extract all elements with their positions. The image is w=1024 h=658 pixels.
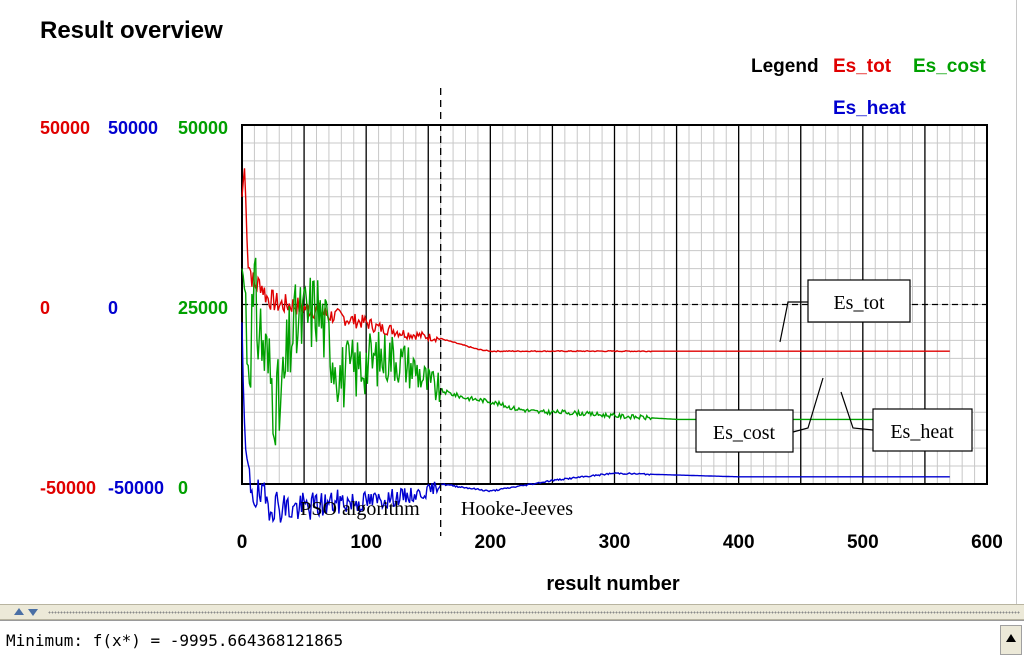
callout-label-es-cost: Es_cost <box>713 422 776 444</box>
callout-label-es-heat: Es_heat <box>890 421 954 443</box>
splitter-up-arrow-icon[interactable] <box>14 608 24 615</box>
callout-box-es-heat <box>872 408 973 452</box>
y-tick-label-heat-bottom: -50000 <box>108 478 164 498</box>
y-tick-label-cost-top: 50000 <box>178 118 228 138</box>
chart-svg: Result overview Legend Es_tot Es_cost Es… <box>40 17 1003 595</box>
y-tick-label-cost-mid: 25000 <box>178 298 228 318</box>
y-tick-label-heat-top: 50000 <box>108 118 158 138</box>
phase-label-hooke-jeeves: Hooke-Jeeves <box>461 498 573 520</box>
x-tick-label: 400 <box>723 532 755 553</box>
x-tick-label: 300 <box>599 532 631 553</box>
y-tick-label-tot-bottom: -50000 <box>40 478 96 498</box>
x-tick-label: 500 <box>847 532 879 553</box>
series-callouts: Es_tot Es_cost Es_heat <box>695 279 973 453</box>
callout-label-es-tot: Es_tot <box>833 292 885 314</box>
y-tick-label-heat-mid: 0 <box>108 298 118 318</box>
y-tick-label-cost-bottom: 0 <box>178 478 188 498</box>
series-line-es-cost <box>241 257 950 446</box>
callout-leader-es-tot <box>779 301 808 343</box>
callout-leader-es-cost <box>792 377 824 433</box>
console-minimum-text: Minimum: f(x*) = -9995.664368121865 <box>6 631 344 650</box>
splitter-grip[interactable] <box>48 611 1020 614</box>
result-overview-panel: Result overview Legend Es_tot Es_cost Es… <box>8 0 1017 604</box>
x-tick-label: 100 <box>350 532 382 553</box>
legend-title: Legend <box>751 56 819 77</box>
x-tick-label: 0 <box>237 532 248 553</box>
callout-box-es-tot <box>807 279 911 323</box>
y-tick-label-tot-top: 50000 <box>40 118 90 138</box>
x-axis-tick-labels: 0 100 200 300 400 500 600 <box>237 532 1003 553</box>
y-axis-tick-labels: 50000 50000 50000 0 0 25000 -50000 -5000… <box>40 118 228 498</box>
x-tick-label: 200 <box>474 532 506 553</box>
splitter-down-arrow-icon[interactable] <box>28 609 38 616</box>
callout-box-es-cost <box>695 409 794 453</box>
callout-leader-es-heat <box>840 391 874 431</box>
series-line-es-tot <box>241 168 950 353</box>
series-line-es-heat <box>241 322 950 524</box>
scroll-up-arrow-icon[interactable] <box>1006 634 1016 642</box>
phase-label-pso: PSO algorithm <box>300 498 420 520</box>
plot-area-border <box>241 124 988 485</box>
legend-entry-es-heat: Es_heat <box>833 98 907 119</box>
console-output[interactable]: Minimum: f(x*) = -9995.664368121865 <box>0 620 1024 658</box>
panel-splitter[interactable] <box>0 604 1024 620</box>
series-layer <box>241 168 950 524</box>
console-scrollbar[interactable] <box>1000 625 1022 655</box>
x-axis-label: result number <box>546 573 680 595</box>
x-tick-label: 600 <box>971 532 1003 553</box>
y-tick-label-tot-mid: 0 <box>40 298 50 318</box>
legend-entry-es-tot: Es_tot <box>833 56 892 77</box>
legend-entry-es-cost: Es_cost <box>913 56 987 77</box>
chart-title: Result overview <box>40 17 223 44</box>
